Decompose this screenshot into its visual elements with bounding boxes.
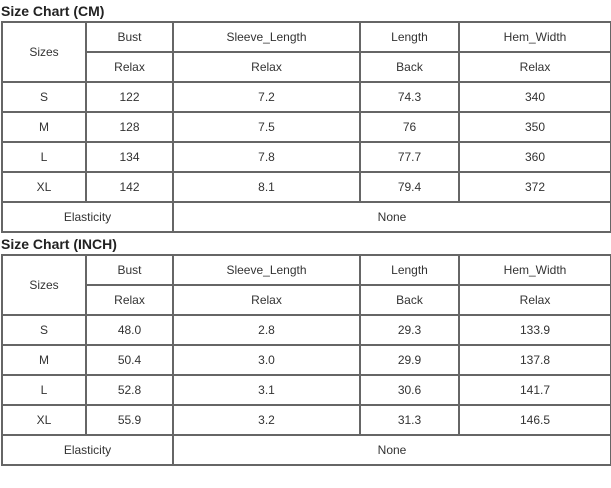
size-cell: S — [1, 314, 87, 346]
column-header: Sleeve_Length — [172, 21, 361, 53]
value-cell: 360 — [458, 141, 611, 173]
size-cell: L — [1, 141, 87, 173]
value-cell: 128 — [85, 111, 174, 143]
column-header: Sleeve_Length — [172, 254, 361, 286]
header-row: Sizes Bust Sleeve_Length Length Hem_Width — [1, 254, 611, 316]
value-cell: 7.8 — [172, 141, 361, 173]
elasticity-row: Elasticity None — [1, 201, 611, 233]
table-row: XL 142 8.1 79.4 372 — [1, 171, 611, 203]
value-cell: 122 — [85, 81, 174, 113]
column-header: Hem_Width — [458, 254, 611, 286]
table-row: L 134 7.8 77.7 360 — [1, 141, 611, 173]
size-cell: XL — [1, 404, 87, 436]
column-header: Bust — [85, 254, 174, 286]
table-row: S 48.0 2.8 29.3 133.9 — [1, 314, 611, 346]
value-cell: 350 — [458, 111, 611, 143]
elasticity-label: Elasticity — [1, 434, 174, 466]
column-subheader: Relax — [458, 284, 611, 316]
value-cell: 29.9 — [359, 344, 460, 376]
column-header: Length — [359, 21, 460, 53]
value-cell: 7.5 — [172, 111, 361, 143]
column-subheader: Relax — [458, 51, 611, 83]
value-cell: 76 — [359, 111, 460, 143]
value-cell: 29.3 — [359, 314, 460, 346]
value-cell: 50.4 — [85, 344, 174, 376]
table-row: XL 55.9 3.2 31.3 146.5 — [1, 404, 611, 436]
column-header: Bust — [85, 21, 174, 53]
sizes-header: Sizes — [1, 254, 87, 316]
value-cell: 137.8 — [458, 344, 611, 376]
sizes-header: Sizes — [1, 21, 87, 83]
value-cell: 134 — [85, 141, 174, 173]
table-row: S 122 7.2 74.3 340 — [1, 81, 611, 113]
elasticity-value: None — [172, 201, 611, 233]
subheader-row: Relax Relax Back Relax — [2, 284, 611, 316]
size-charts: Size Chart (CM) Sizes Bust Sleeve_Length Len… — [1, 3, 611, 466]
size-cell: L — [1, 374, 87, 406]
value-cell: 8.1 — [172, 171, 361, 203]
table-row: M 128 7.5 76 350 — [1, 111, 611, 143]
value-cell: 30.6 — [359, 374, 460, 406]
elasticity-value: None — [172, 434, 611, 466]
value-cell: 3.1 — [172, 374, 361, 406]
value-cell: 142 — [85, 171, 174, 203]
value-cell: 77.7 — [359, 141, 460, 173]
column-header: Length — [359, 254, 460, 286]
chart-title: Size Chart (CM) — [1, 3, 105, 19]
table-row: L 52.8 3.1 30.6 141.7 — [1, 374, 611, 406]
column-subheader: Relax — [85, 284, 174, 316]
size-table: Sizes Bust Sleeve_Length Length Hem_Width Rel… — [1, 254, 611, 466]
size-cell: S — [1, 81, 87, 113]
chart-title: Size Chart (INCH) — [1, 236, 117, 252]
value-cell: 141.7 — [458, 374, 611, 406]
header-row: Sizes Bust Sleeve_Length Length Hem_Width — [1, 21, 611, 83]
elasticity-label: Elasticity — [1, 201, 174, 233]
column-header: Hem_Width — [458, 21, 611, 53]
table-row: M 50.4 3.0 29.9 137.8 — [1, 344, 611, 376]
value-cell: 48.0 — [85, 314, 174, 346]
elasticity-row: Elasticity None — [1, 434, 611, 466]
size-table: Sizes Bust Sleeve_Length Length Hem_Width Rel… — [1, 21, 611, 233]
value-cell: 74.3 — [359, 81, 460, 113]
value-cell: 3.2 — [172, 404, 361, 436]
value-cell: 7.2 — [172, 81, 361, 113]
column-subheader: Back — [359, 284, 460, 316]
column-subheader: Relax — [172, 284, 361, 316]
value-cell: 372 — [458, 171, 611, 203]
subheader-row: Relax Relax Back Relax — [2, 51, 611, 83]
size-cell: M — [1, 344, 87, 376]
value-cell: 2.8 — [172, 314, 361, 346]
value-cell: 146.5 — [458, 404, 611, 436]
value-cell: 31.3 — [359, 404, 460, 436]
size-cell: XL — [1, 171, 87, 203]
value-cell: 79.4 — [359, 171, 460, 203]
value-cell: 340 — [458, 81, 611, 113]
value-cell: 52.8 — [85, 374, 174, 406]
value-cell: 133.9 — [458, 314, 611, 346]
column-subheader: Relax — [172, 51, 361, 83]
value-cell: 3.0 — [172, 344, 361, 376]
size-cell: M — [1, 111, 87, 143]
column-subheader: Relax — [85, 51, 174, 83]
column-subheader: Back — [359, 51, 460, 83]
value-cell: 55.9 — [85, 404, 174, 436]
